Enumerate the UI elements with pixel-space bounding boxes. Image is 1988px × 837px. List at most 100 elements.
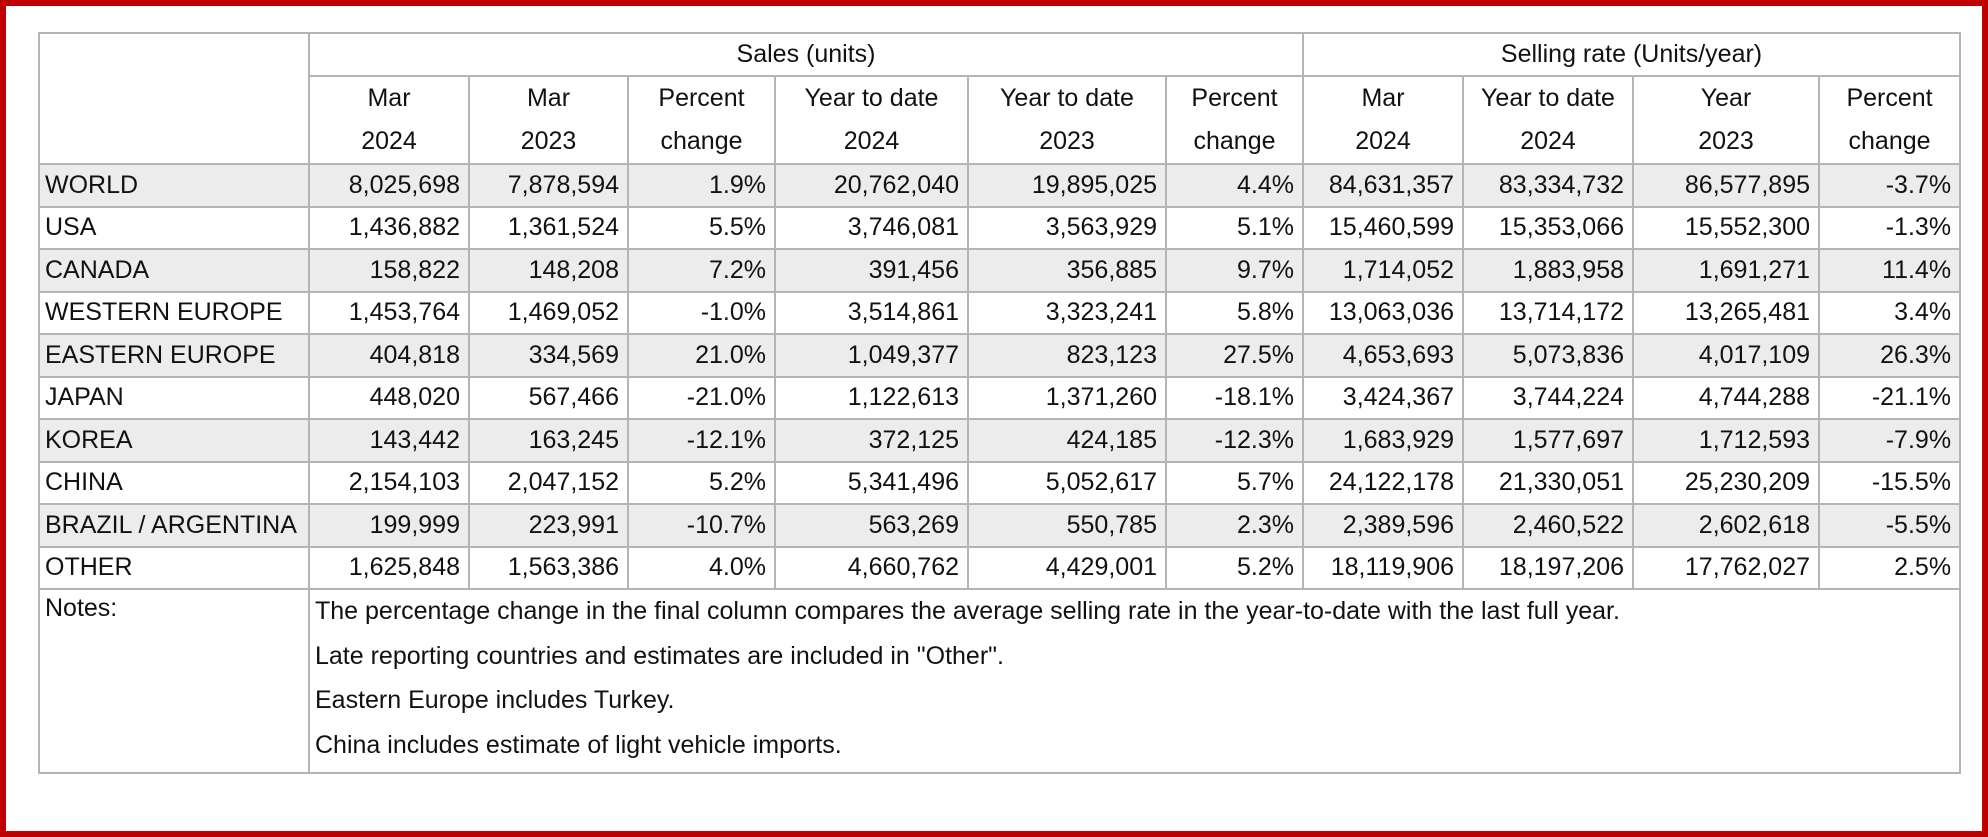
value-cell: 1,563,386 <box>468 545 629 590</box>
value-cell: 356,885 <box>967 248 1167 293</box>
value-cell: -10.7% <box>627 503 776 548</box>
value-cell: 11.4% <box>1818 248 1962 293</box>
value-cell: 2,389,596 <box>1302 503 1465 548</box>
region-cell: USA <box>38 205 310 250</box>
value-cell: 5.8% <box>1164 290 1305 335</box>
region-cell: WESTERN EUROPE <box>38 290 310 335</box>
column-header-line2: 2023 <box>1039 127 1095 155</box>
value-cell: 18,197,206 <box>1462 545 1635 590</box>
value-cell: -21.1% <box>1818 375 1962 420</box>
value-cell: 4.0% <box>627 545 776 590</box>
table-row: OTHER 1,625,848 1,563,386 4.0% 4,660,762 4,42… <box>38 545 1962 590</box>
column-header: Mar 2024 <box>1302 75 1465 165</box>
value-cell: -1.3% <box>1818 205 1962 250</box>
note-line: Eastern Europe includes Turkey. <box>315 686 675 714</box>
value-cell: 2,047,152 <box>468 460 629 505</box>
corner-cell <box>38 32 310 165</box>
column-header: Mar 2023 <box>468 75 629 165</box>
value-cell: 1,625,848 <box>308 545 470 590</box>
value-cell: 8,025,698 <box>308 163 470 208</box>
value-cell: 563,269 <box>774 503 969 548</box>
group-header-sales: Sales (units) <box>307 32 1305 77</box>
table-row: WESTERN EUROPE 1,453,764 1,469,052 -1.0% 3,5… <box>38 290 1962 335</box>
value-cell: 1,436,882 <box>308 205 470 250</box>
value-cell: 17,762,027 <box>1632 545 1821 590</box>
value-cell: -21.0% <box>627 375 776 420</box>
table-row: WORLD 8,025,698 7,878,594 1.9% 20,762,040 19,… <box>38 163 1962 208</box>
column-header: Percent change <box>1818 75 1962 165</box>
value-cell: 5,073,836 <box>1462 333 1635 378</box>
value-cell: -15.5% <box>1818 460 1962 505</box>
table-row: BRAZIL / ARGENTINA 199,999 223,991 -10.7% 56… <box>38 503 1962 548</box>
vehicle-sales-table: Sales (units) Selling rate (Units/year) … <box>38 32 1962 774</box>
value-cell: 5.7% <box>1164 460 1305 505</box>
notes-label: Notes: <box>38 588 310 774</box>
value-cell: 223,991 <box>468 503 629 548</box>
value-cell: 18,119,906 <box>1302 545 1465 590</box>
value-cell: -18.1% <box>1164 375 1305 420</box>
value-cell: 2.3% <box>1164 503 1305 548</box>
value-cell: 4.4% <box>1164 163 1305 208</box>
column-header-line1: Mar <box>1361 84 1405 112</box>
value-cell: 391,456 <box>774 248 969 293</box>
column-header-line2: 2023 <box>520 127 577 155</box>
region-cell: WORLD <box>38 163 310 208</box>
value-cell: 15,353,066 <box>1462 205 1635 250</box>
value-cell: 5,341,496 <box>774 460 969 505</box>
notes-text: The percentage change in the final colum… <box>307 588 1962 774</box>
value-cell: 26.3% <box>1818 333 1962 378</box>
value-cell: 1,371,260 <box>967 375 1167 420</box>
column-header-line2: 2023 <box>1698 127 1754 155</box>
column-header-line1: Mar <box>526 84 571 112</box>
region-cell: KOREA <box>38 418 310 463</box>
value-cell: 13,265,481 <box>1632 290 1821 335</box>
group-header-row: Sales (units) Selling rate (Units/year) <box>38 32 1962 165</box>
value-cell: 5.2% <box>627 460 776 505</box>
column-header-line1: Percent <box>658 84 745 112</box>
region-cell: OTHER <box>38 545 310 590</box>
column-header-line2: 2024 <box>1520 127 1576 155</box>
value-cell: 13,063,036 <box>1302 290 1465 335</box>
notes-row: Notes: The percentage change in the final… <box>38 588 1962 774</box>
column-header-line2: 2024 <box>1355 127 1411 155</box>
column-header-row: Mar 2024 Mar 2023 Percent change Year to date 2… <box>39 75 1962 165</box>
table-row: USA 1,436,882 1,361,524 5.5% 3,746,081 3,563,… <box>38 205 1962 250</box>
value-cell: 2,602,618 <box>1632 503 1821 548</box>
value-cell: 1,577,697 <box>1462 418 1635 463</box>
value-cell: 3,424,367 <box>1302 375 1465 420</box>
value-cell: 158,822 <box>308 248 470 293</box>
value-cell: 448,020 <box>308 375 470 420</box>
value-cell: 5.5% <box>627 205 776 250</box>
column-header-line2: 2024 <box>361 127 417 155</box>
value-cell: 4,744,288 <box>1632 375 1821 420</box>
column-header: Mar 2024 <box>308 75 470 165</box>
note-line: Late reporting countries and estimates a… <box>315 641 1004 670</box>
value-cell: 567,466 <box>468 375 629 420</box>
value-cell: -1.0% <box>627 290 776 335</box>
value-cell: 3.4% <box>1818 290 1962 335</box>
value-cell: 1,361,524 <box>468 205 629 250</box>
value-cell: 1,453,764 <box>308 290 470 335</box>
value-cell: 15,552,300 <box>1632 205 1821 250</box>
value-cell: 143,442 <box>308 418 470 463</box>
value-cell: -5.5% <box>1818 503 1962 548</box>
value-cell: 1,122,613 <box>774 375 969 420</box>
value-cell: 3,744,224 <box>1462 375 1635 420</box>
value-cell: 4,660,762 <box>774 545 969 590</box>
group-header-selling-rate: Selling rate (Units/year) <box>1302 32 1962 77</box>
value-cell: 13,714,172 <box>1462 290 1635 335</box>
value-cell: 5.2% <box>1164 545 1305 590</box>
column-header: Year to date 2024 <box>1462 75 1635 165</box>
column-header: Year 2023 <box>1632 75 1821 165</box>
region-cell: EASTERN EUROPE <box>38 333 310 378</box>
column-header-line1: Year to date <box>1000 84 1134 112</box>
value-cell: 823,123 <box>967 333 1167 378</box>
value-cell: 3,746,081 <box>774 205 969 250</box>
value-cell: 2.5% <box>1818 545 1962 590</box>
value-cell: 334,569 <box>468 333 629 378</box>
value-cell: 424,185 <box>967 418 1167 463</box>
note-line: The percentage change in the final colum… <box>315 597 1620 625</box>
value-cell: 83,334,732 <box>1462 163 1635 208</box>
column-header-line1: Year to date <box>804 84 939 112</box>
region-cell: CANADA <box>38 248 310 293</box>
